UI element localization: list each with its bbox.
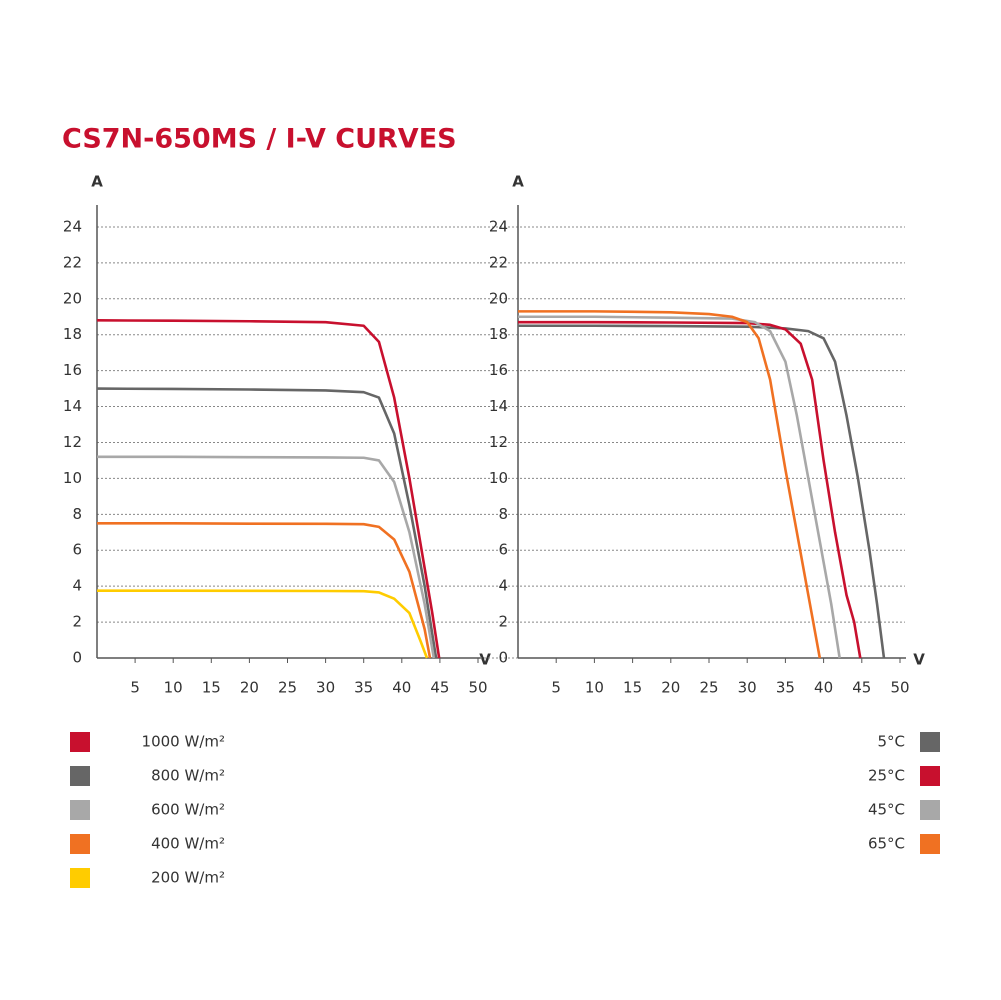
iv-curve xyxy=(518,320,862,659)
x-tick-label: 25 xyxy=(278,679,297,697)
x-tick-label: 35 xyxy=(776,679,795,697)
x-tick-label: 50 xyxy=(468,679,487,697)
x-tick-label: 5 xyxy=(130,679,140,697)
legend-swatch xyxy=(70,834,90,854)
x-tick-label: 25 xyxy=(699,679,718,697)
y-tick-label: 2 xyxy=(72,613,82,631)
y-tick-label: 16 xyxy=(63,361,82,379)
y-tick-label: 6 xyxy=(72,541,82,559)
x-tick-label: 5 xyxy=(551,679,561,697)
y-tick-label: 24 xyxy=(489,217,508,235)
y-axis-label: A xyxy=(512,173,524,191)
y-tick-label: 12 xyxy=(63,433,82,451)
iv-curve xyxy=(97,522,432,659)
y-tick-label: 18 xyxy=(489,325,508,343)
y-tick-label: 0 xyxy=(72,649,82,667)
y-tick-label: 4 xyxy=(498,577,508,595)
iv-curve xyxy=(518,315,841,659)
y-tick-label: 12 xyxy=(489,433,508,451)
y-tick-label: 2 xyxy=(498,613,508,631)
legend-swatch xyxy=(70,732,90,752)
y-tick-label: 4 xyxy=(72,577,82,595)
iv-curve xyxy=(518,310,822,659)
x-axis-label: V xyxy=(913,651,925,669)
x-tick-label: 45 xyxy=(852,679,871,697)
y-tick-label: 18 xyxy=(63,325,82,343)
iv-curve xyxy=(97,455,436,659)
legend-swatch xyxy=(70,766,90,786)
y-axis-label: A xyxy=(91,173,103,191)
legend-label: 25°C xyxy=(868,767,905,785)
x-tick-label: 15 xyxy=(202,679,221,697)
x-tick-label: 10 xyxy=(164,679,183,697)
y-tick-label: 8 xyxy=(72,505,82,523)
y-tick-label: 22 xyxy=(489,253,508,271)
page-title: CS7N-650MS / I-V CURVES xyxy=(62,124,457,155)
x-tick-label: 30 xyxy=(316,679,335,697)
y-tick-label: 20 xyxy=(63,289,82,307)
legend-swatch xyxy=(920,766,940,786)
y-tick-label: 6 xyxy=(498,541,508,559)
legend-label: 1000 W/m² xyxy=(142,733,225,751)
x-tick-label: 20 xyxy=(240,679,259,697)
x-tick-label: 45 xyxy=(430,679,449,697)
y-tick-label: 8 xyxy=(498,505,508,523)
y-tick-label: 20 xyxy=(489,289,508,307)
iv-curve xyxy=(96,319,441,659)
legend-label: 400 W/m² xyxy=(151,835,225,853)
y-tick-label: 14 xyxy=(489,397,508,415)
legend-label: 800 W/m² xyxy=(151,767,225,785)
x-tick-label: 15 xyxy=(623,679,642,697)
legend-swatch xyxy=(920,834,940,854)
y-tick-label: 0 xyxy=(498,649,508,667)
legend-label: 45°C xyxy=(868,801,905,819)
legend-swatch xyxy=(70,800,90,820)
legend-swatch xyxy=(920,800,940,820)
x-axis-label: V xyxy=(479,651,491,669)
legend-label: 600 W/m² xyxy=(151,801,225,819)
x-tick-label: 30 xyxy=(738,679,757,697)
x-tick-label: 40 xyxy=(814,679,833,697)
legend-label: 5°C xyxy=(877,733,905,751)
x-tick-label: 10 xyxy=(585,679,604,697)
legend-swatch xyxy=(920,732,940,752)
x-tick-label: 20 xyxy=(661,679,680,697)
iv-curve xyxy=(97,589,429,659)
legend-label: 65°C xyxy=(868,835,905,853)
y-tick-label: 24 xyxy=(63,217,82,235)
y-tick-label: 10 xyxy=(489,469,508,487)
y-tick-label: 22 xyxy=(63,253,82,271)
legend-swatch xyxy=(70,868,90,888)
x-tick-label: 50 xyxy=(890,679,909,697)
legend-label: 200 W/m² xyxy=(151,869,225,887)
x-tick-label: 40 xyxy=(392,679,411,697)
y-tick-label: 10 xyxy=(63,469,82,487)
x-tick-label: 35 xyxy=(354,679,373,697)
y-tick-label: 16 xyxy=(489,361,508,379)
iv-curve xyxy=(96,387,438,659)
y-tick-label: 14 xyxy=(63,397,82,415)
iv-curve xyxy=(518,324,886,659)
